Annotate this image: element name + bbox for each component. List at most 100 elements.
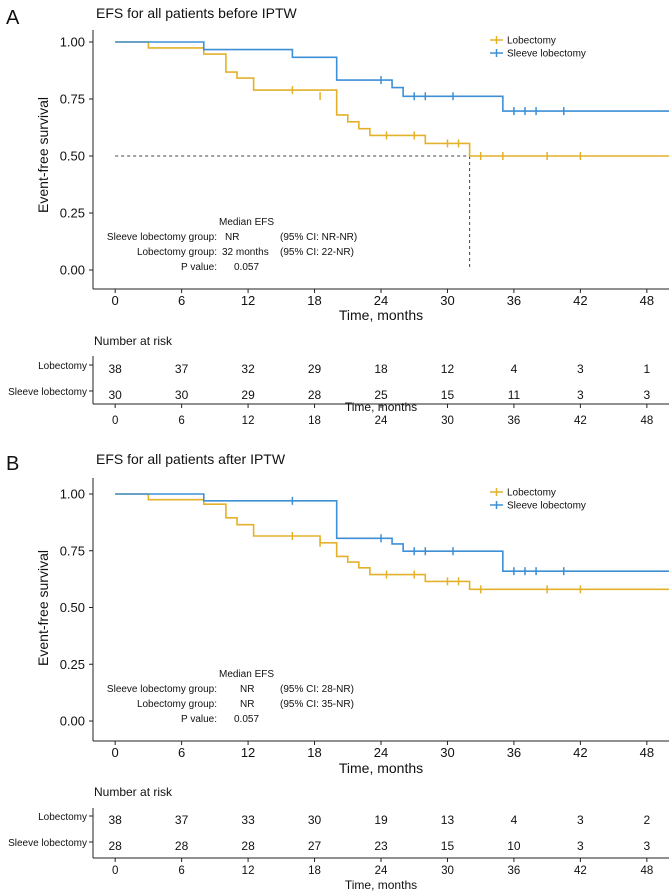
x-tick-label: 36 xyxy=(507,745,521,760)
risk-x-tick-label: 42 xyxy=(574,415,587,427)
risk-value: 11 xyxy=(508,388,521,402)
x-tick-label: 48 xyxy=(640,745,654,760)
stats-label-pvalue: P value: xyxy=(181,262,217,273)
risk-x-tick-label: 0 xyxy=(112,415,118,427)
stats-header: Median EFS xyxy=(219,669,274,680)
stats-value-pvalue: 0.057 xyxy=(234,714,259,725)
x-axis-label: Time, months xyxy=(339,760,423,776)
risk-value: 4 xyxy=(511,362,518,376)
risk-value: 29 xyxy=(241,388,255,402)
y-axis-label: Event-free survival xyxy=(35,550,51,666)
stats-header: Median EFS xyxy=(219,217,274,228)
stats-label-sleeve: Sleeve lobectomy group: xyxy=(107,684,217,695)
y-tick-label: 0.25 xyxy=(60,657,85,672)
risk-value: 27 xyxy=(308,839,322,853)
risk-x-tick-label: 6 xyxy=(178,865,184,877)
km-curve-lobectomy xyxy=(115,493,669,591)
x-tick-label: 6 xyxy=(178,293,185,308)
y-tick-label: 0.50 xyxy=(60,149,85,164)
risk-x-tick-label: 30 xyxy=(441,415,454,427)
stats-ci-lobectomy: (95% CI: 35-NR) xyxy=(280,699,354,710)
risk-value: 32 xyxy=(241,362,255,376)
risk-value: 3 xyxy=(577,839,584,853)
risk-x-tick-label: 36 xyxy=(508,865,521,877)
risk-value: 3 xyxy=(644,388,651,402)
risk-value: 38 xyxy=(108,362,122,376)
x-tick-label: 0 xyxy=(112,745,119,760)
risk-value: 29 xyxy=(308,362,322,376)
x-tick-label: 48 xyxy=(640,293,654,308)
risk-table: Number at risk Lobectomy Sleeve lobectom… xyxy=(8,334,669,427)
risk-label-sleeve: Sleeve lobectomy xyxy=(8,387,87,398)
panel-a: A EFS for all patients before IPTW Event… xyxy=(6,5,669,427)
plot-area: 0.00 0.25 0.50 0.75 1.00 0 6 12 18 24 30 36 42 48 xyxy=(60,30,669,308)
x-tick-label: 30 xyxy=(440,293,454,308)
risk-label-lobectomy: Lobectomy xyxy=(38,812,87,823)
x-tick-label: 42 xyxy=(573,745,587,760)
risk-x-tick-label: 12 xyxy=(242,865,255,877)
legend-label-sleeve: Sleeve lobectomy xyxy=(507,49,586,60)
risk-value: 19 xyxy=(374,813,388,827)
x-tick-label: 6 xyxy=(178,745,185,760)
stats-value-sleeve: NR xyxy=(240,684,254,695)
x-tick-label: 42 xyxy=(573,293,587,308)
stats-value-lobectomy: NR xyxy=(240,699,254,710)
x-tick-label: 36 xyxy=(507,293,521,308)
stats-ci-sleeve: (95% CI: NR-NR) xyxy=(280,232,357,243)
y-tick-label: 0.00 xyxy=(60,263,85,278)
risk-value: 37 xyxy=(175,813,189,827)
stats-value-pvalue: 0.057 xyxy=(234,262,259,273)
y-tick-label: 0.50 xyxy=(60,600,85,615)
risk-value: 30 xyxy=(175,388,189,402)
risk-value: 25 xyxy=(374,388,388,402)
risk-value: 37 xyxy=(175,362,189,376)
stats-label-sleeve: Sleeve lobectomy group: xyxy=(107,232,217,243)
plot-area: 0.00 0.25 0.50 0.75 1.00 0 6 12 18 24 30 36 42 48 xyxy=(60,478,669,760)
risk-x-tick-label: 24 xyxy=(375,415,388,427)
risk-x-tick-label: 36 xyxy=(508,415,521,427)
risk-x-tick-label: 6 xyxy=(178,415,184,427)
y-tick-label: 0.75 xyxy=(60,92,85,107)
x-tick-label: 0 xyxy=(112,293,119,308)
x-tick-label: 18 xyxy=(307,745,321,760)
stats-label-lobectomy: Lobectomy group: xyxy=(137,699,217,710)
stats-label-lobectomy: Lobectomy group: xyxy=(137,247,217,258)
y-tick-label: 0.00 xyxy=(60,714,85,729)
risk-x-tick-label: 18 xyxy=(308,865,321,877)
risk-value: 30 xyxy=(308,813,322,827)
y-tick-label: 1.00 xyxy=(60,487,85,502)
risk-value: 3 xyxy=(577,362,584,376)
risk-value: 13 xyxy=(441,813,455,827)
risk-x-tick-label: 0 xyxy=(112,865,118,877)
stats-value-lobectomy: 32 months xyxy=(222,247,269,258)
y-tick-label: 0.75 xyxy=(60,543,85,558)
risk-value: 10 xyxy=(507,839,521,853)
chart-title: EFS for all patients before IPTW xyxy=(96,5,298,21)
x-tick-label: 12 xyxy=(241,293,255,308)
x-tick-label: 12 xyxy=(241,745,255,760)
risk-value: 28 xyxy=(308,388,322,402)
y-axis-label: Event-free survival xyxy=(35,97,51,213)
legend: Lobectomy Sleeve lobectomy xyxy=(490,488,586,512)
x-tick-label: 24 xyxy=(374,745,388,760)
stats-ci-lobectomy: (95% CI: 22-NR) xyxy=(280,247,354,258)
y-tick-label: 1.00 xyxy=(60,35,85,50)
risk-value: 3 xyxy=(577,388,584,402)
legend-label-lobectomy: Lobectomy xyxy=(507,488,556,499)
risk-x-tick-label: 30 xyxy=(441,865,454,877)
risk-value: 33 xyxy=(241,813,255,827)
median-stats: Median EFS Sleeve lobectomy group: NR (9… xyxy=(107,669,354,725)
risk-value: 30 xyxy=(108,388,122,402)
risk-label-lobectomy: Lobectomy xyxy=(38,361,87,372)
legend-label-sleeve: Sleeve lobectomy xyxy=(507,501,586,512)
median-stats: Median EFS Sleeve lobectomy group: NR (9… xyxy=(107,217,357,273)
x-tick-label: 30 xyxy=(440,745,454,760)
risk-x-tick-label: 48 xyxy=(640,415,653,427)
risk-x-tick-label: 12 xyxy=(242,415,255,427)
panel-b: B EFS for all patients after IPTW Event-… xyxy=(6,451,669,892)
chart-title: EFS for all patients after IPTW xyxy=(96,451,286,467)
stats-ci-sleeve: (95% CI: 28-NR) xyxy=(280,684,354,695)
risk-value: 15 xyxy=(441,839,455,853)
risk-x-tick-label: 42 xyxy=(574,865,587,877)
